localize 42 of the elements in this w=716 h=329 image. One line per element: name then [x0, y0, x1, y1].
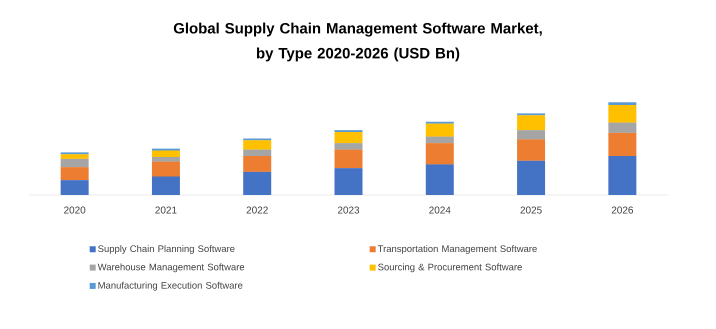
- legend-label: Sourcing & Procurement Software: [378, 263, 522, 272]
- x-tick-label: 2026: [612, 206, 634, 214]
- x-tick-label: 2024: [429, 206, 451, 214]
- x-tick-label: 2025: [520, 206, 542, 214]
- legend-label: Transportation Management Software: [378, 245, 537, 254]
- chart-title: Global Supply Chain Management Software Market, by Type 2020-2026 (USD Bn): [174, 22, 542, 62]
- bar: [608, 105, 636, 123]
- bar: [426, 143, 454, 164]
- bar: [517, 115, 546, 130]
- bar: [334, 150, 363, 168]
- bar: [60, 180, 89, 195]
- bar: [243, 172, 272, 195]
- bar: [334, 143, 363, 150]
- x-tick-label: 2023: [338, 206, 360, 214]
- bar: [334, 132, 363, 144]
- bar: [152, 150, 180, 157]
- bar: [426, 136, 454, 144]
- bar: [60, 167, 89, 180]
- bar: [152, 176, 180, 195]
- bar: [426, 124, 454, 137]
- bar: [243, 156, 272, 172]
- bar: [243, 150, 272, 156]
- bar: [60, 158, 89, 168]
- bar: [152, 156, 180, 162]
- bar: [517, 130, 546, 140]
- legend-label: Warehouse Management Software: [98, 263, 244, 272]
- x-tick-label: 2022: [246, 206, 268, 214]
- bar: [517, 139, 546, 161]
- legend-label: Manufacturing Execution Software: [98, 282, 242, 291]
- bar: [608, 102, 636, 106]
- bar: [517, 160, 546, 195]
- bar: [608, 132, 636, 156]
- bar: [60, 154, 89, 159]
- bar: [243, 140, 272, 150]
- bar: [608, 156, 636, 195]
- bar: [608, 122, 636, 133]
- x-tick-label: 2021: [155, 206, 177, 214]
- x-tick-label: 2020: [64, 206, 86, 214]
- bar: [426, 164, 454, 195]
- legend-label: Supply Chain Planning Software: [98, 245, 235, 254]
- bar: [334, 168, 363, 195]
- bar: [152, 162, 180, 176]
